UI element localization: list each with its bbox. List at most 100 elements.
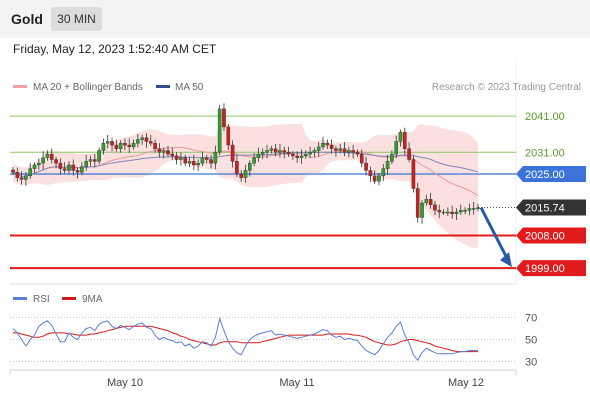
candle-body (62, 168, 67, 171)
candle-body (144, 137, 149, 142)
candle-body (260, 152, 265, 155)
candle-body (209, 159, 213, 164)
candle-body (37, 162, 41, 166)
candle (166, 145, 170, 158)
candle-body (458, 210, 463, 213)
ma9-legend-label: 9MA (82, 294, 103, 305)
candle (446, 207, 450, 217)
candle-body (110, 141, 114, 146)
candle (381, 163, 386, 181)
candle (256, 147, 261, 162)
candle-body (187, 161, 192, 164)
candle (351, 144, 355, 159)
candle (385, 154, 390, 175)
candle-body (381, 168, 386, 177)
candle-body (67, 164, 71, 171)
candle (136, 134, 140, 148)
candle-body (446, 211, 450, 214)
candle (118, 140, 123, 153)
copyright-text: Research © 2023 Trading Central (432, 82, 581, 93)
candle-body (192, 161, 196, 166)
candle (286, 146, 291, 158)
candle-body (101, 143, 106, 151)
candle (32, 162, 37, 173)
candle (24, 172, 28, 186)
candle-body (403, 132, 407, 149)
candle-body (71, 164, 76, 171)
candle-body (428, 199, 433, 205)
candle (67, 161, 71, 175)
candle-body (441, 211, 446, 214)
candle-body (153, 143, 157, 149)
candle (170, 147, 175, 160)
ma50-legend-swatch (156, 85, 170, 88)
candle (49, 148, 54, 164)
candle-body (291, 153, 295, 157)
candle-body (80, 166, 84, 173)
candle (308, 146, 312, 159)
candle (15, 167, 20, 182)
resistance-label: 2041.00 (525, 111, 565, 123)
candle (260, 148, 265, 160)
candle-body (24, 175, 28, 180)
candle-body (32, 164, 37, 169)
candle-body (243, 170, 248, 178)
candle-body (15, 172, 20, 178)
candle-body (239, 173, 243, 178)
candle (299, 149, 304, 164)
candle-body (321, 143, 325, 148)
timeframe-button[interactable]: 30 MIN (51, 7, 102, 31)
candle-body (131, 143, 136, 148)
candle (269, 145, 274, 154)
candle (450, 205, 454, 219)
candle (183, 154, 188, 167)
candle (123, 138, 127, 151)
candle (204, 154, 209, 164)
candle (368, 166, 373, 182)
candle-body (338, 148, 343, 151)
candle (161, 147, 166, 159)
candle (420, 200, 424, 224)
candle-body (136, 139, 140, 144)
candle (105, 134, 110, 149)
candle (325, 139, 330, 150)
candle (278, 143, 282, 158)
candle-body (329, 144, 334, 149)
candle (364, 156, 368, 176)
candle-body (174, 155, 179, 160)
candle (80, 162, 84, 176)
candle (45, 150, 50, 161)
candle-body (368, 170, 373, 177)
instrument-title: Gold (11, 11, 43, 27)
candle (273, 143, 278, 157)
candle (433, 200, 437, 216)
candle (467, 203, 472, 216)
candle (217, 105, 222, 156)
candle (88, 155, 93, 167)
candle-body (347, 150, 351, 153)
candle (359, 149, 364, 168)
candle-body (161, 150, 166, 153)
candle (424, 194, 429, 206)
candle-body (454, 211, 459, 215)
candle-body (282, 150, 287, 153)
resistance-label: 2031.00 (525, 147, 565, 159)
candle (295, 151, 299, 163)
candle-body (377, 175, 381, 182)
last-price-label: 2015.74 (525, 203, 565, 215)
candle (196, 159, 200, 172)
rsi-line (12, 316, 478, 362)
candle (415, 182, 420, 223)
candle (235, 154, 239, 177)
candle (303, 150, 308, 159)
candle-body (41, 157, 45, 164)
candle (282, 146, 287, 159)
candle-body (256, 153, 261, 158)
rsi-legend-swatch (13, 297, 27, 300)
forecast-arrow-head (500, 252, 512, 268)
candle (437, 204, 442, 219)
candle (127, 138, 132, 154)
candle-body (123, 143, 127, 146)
candle (209, 154, 213, 169)
